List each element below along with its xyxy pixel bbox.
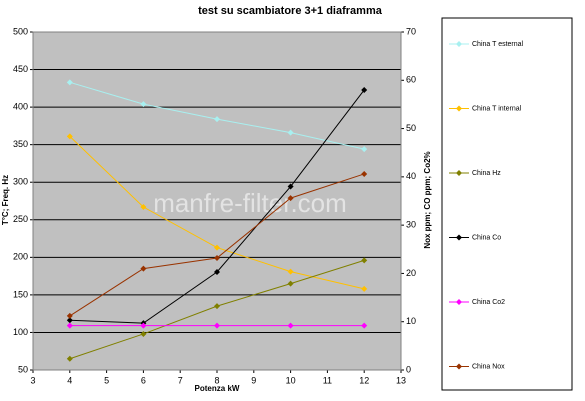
x-axis-label: Potenza kW: [195, 384, 240, 393]
legend-marker: [456, 105, 462, 112]
x-tick-label: 4: [67, 375, 72, 385]
series-marker: [66, 79, 73, 86]
series-marker: [140, 204, 147, 211]
y2-axis-label: Nox ppm; CO ppm; Co2%: [423, 151, 432, 248]
series-marker: [140, 101, 147, 108]
x-tick-label: 12: [359, 375, 369, 385]
series-marker: [287, 280, 294, 287]
y2-tick-label: 60: [406, 75, 416, 85]
series-marker: [361, 86, 368, 93]
series-marker: [140, 322, 147, 329]
x-tick-label: 8: [214, 375, 219, 385]
series-marker: [214, 254, 220, 261]
series-marker: [66, 355, 73, 362]
series-marker: [214, 244, 220, 251]
series-marker: [287, 129, 294, 136]
x-tick-label: 9: [251, 375, 256, 385]
series-marker: [287, 195, 294, 202]
legend-marker: [456, 170, 462, 176]
series-marker: [214, 116, 220, 123]
y-tick-label: 450: [13, 64, 28, 74]
series-marker: [287, 183, 294, 190]
legend-marker: [456, 299, 462, 305]
series-marker: [66, 322, 73, 329]
y-tick-label: 350: [13, 139, 28, 149]
legend-box: [441, 17, 573, 391]
legend-marker: [456, 41, 462, 47]
series-marker: [214, 303, 220, 310]
series-marker: [361, 170, 368, 177]
series-marker: [66, 312, 73, 319]
y2-tick-label: 20: [406, 268, 416, 278]
plot-border: [32, 31, 402, 371]
y-tick-label: 300: [13, 177, 28, 187]
legend-label: China Nox: [472, 363, 505, 370]
x-tick-label: 7: [178, 375, 183, 385]
series-marker: [361, 285, 368, 292]
series-marker: [140, 265, 147, 272]
y2-tick-label: 40: [406, 171, 416, 181]
series-marker: [287, 322, 294, 329]
y2-tick-label: 10: [406, 316, 416, 326]
series-marker: [361, 257, 368, 264]
x-tick-label: 13: [396, 375, 406, 385]
x-tick-label: 5: [104, 375, 109, 385]
y2-tick-label: 0: [406, 364, 411, 374]
y-tick-label: 500: [13, 26, 28, 36]
y-tick-label: 100: [13, 327, 28, 337]
legend-label: China T esternal: [472, 41, 524, 48]
series-marker: [287, 268, 294, 275]
chart-title: test su scambiatore 3+1 diaframma: [198, 5, 383, 17]
y-tick-label: 250: [13, 214, 28, 224]
series-marker: [66, 317, 73, 324]
legend-marker: [456, 363, 462, 370]
x-tick-label: 10: [286, 375, 296, 385]
y-tick-label: 400: [13, 101, 28, 111]
legend-label: China T internal: [472, 105, 522, 112]
x-tick-label: 3: [30, 375, 35, 385]
legend-label: China Co: [472, 234, 501, 241]
legend-marker: [456, 234, 462, 241]
series-marker: [214, 268, 220, 275]
x-tick-label: 6: [141, 375, 146, 385]
y-axis-label: T°C; Freq. Hz: [1, 175, 10, 225]
plot-area: [33, 32, 401, 370]
y2-tick-label: 30: [406, 220, 416, 230]
y-tick-label: 50: [18, 364, 28, 374]
series-marker: [361, 146, 368, 153]
series-marker: [66, 133, 73, 140]
y2-tick-label: 50: [406, 123, 416, 133]
series-marker: [140, 330, 147, 337]
legend-label: China Hz: [472, 170, 501, 177]
y-tick-label: 150: [13, 289, 28, 299]
y2-tick-label: 70: [406, 26, 416, 36]
y-tick-label: 200: [13, 252, 28, 262]
series-marker: [361, 322, 368, 329]
x-tick-label: 11: [323, 375, 332, 385]
watermark: manfre-filter.com: [153, 188, 347, 218]
legend-label: China Co2: [472, 299, 505, 306]
series-marker: [214, 322, 220, 329]
